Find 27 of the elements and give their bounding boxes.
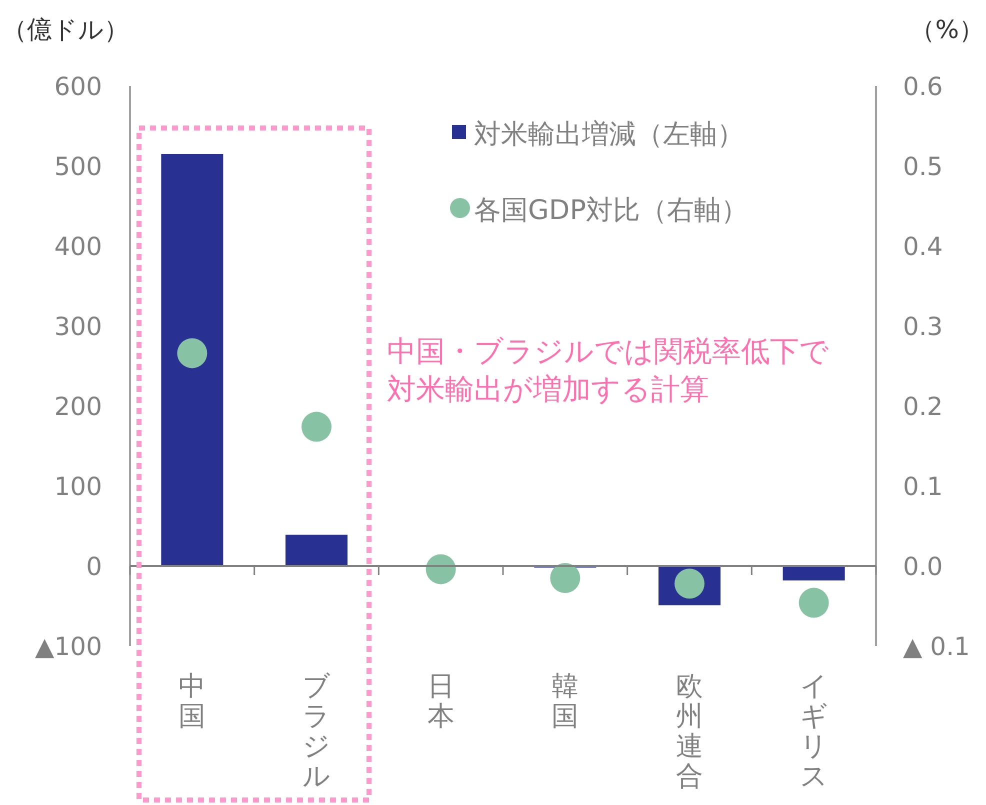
y2-tick-label: 0.2 (903, 392, 943, 421)
y2-tick-label: ▲ 0.1 (903, 632, 970, 661)
y-tick-label: 300 (54, 312, 102, 341)
legend-label: 各国GDP対比（右軸） (474, 195, 748, 226)
y-tick-label: 100 (54, 472, 102, 501)
y2-axis-title: （%） (910, 15, 984, 44)
y2-tick-label: 0.4 (903, 232, 943, 261)
x-tick-label: イギリス (800, 671, 828, 792)
y2-tick-label: 0.0 (903, 552, 943, 581)
y2-tick-label: 0.5 (903, 152, 943, 181)
x-tick-label: 韓国 (552, 671, 579, 732)
y-tick-label: 400 (54, 232, 102, 261)
y-tick-label: 0 (86, 552, 102, 581)
x-tick-label: ブラジル (302, 671, 330, 792)
x-tick-label: 中国 (178, 671, 206, 732)
x-tick-label: 欧州連合 (676, 671, 703, 792)
y2-tick-label: 0.1 (903, 472, 943, 501)
y-axis-title: （億ドル） (2, 15, 129, 44)
y-tick-label: 200 (54, 392, 102, 421)
y-tick-label: 500 (54, 152, 102, 181)
legend-label: 対米輸出増減（左軸） (474, 119, 744, 150)
y-tick-label: 600 (54, 72, 102, 101)
y2-tick-label: 0.3 (903, 312, 943, 341)
y2-tick-label: 0.6 (903, 72, 943, 101)
annotation: 中国・ブラジルでは関税率低下で対米輸出が増加する計算 (387, 334, 829, 406)
y-tick-label: ▲100 (35, 632, 102, 661)
x-tick-label: 日本 (427, 671, 454, 732)
